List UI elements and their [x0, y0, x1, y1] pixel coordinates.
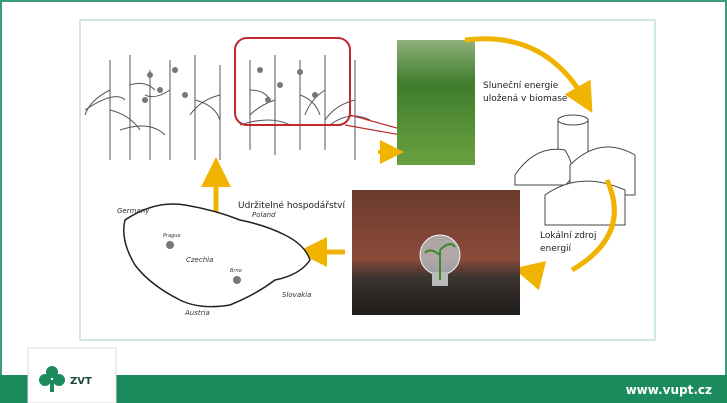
- map-label: Slovakia: [282, 291, 311, 299]
- solar-text: uložená v biomase: [483, 94, 568, 104]
- solar-text: Sluneční energie: [483, 80, 559, 91]
- map-label: Germany: [117, 207, 150, 215]
- local-text: Lokální zdroj: [540, 231, 596, 241]
- map-label: Prague: [163, 233, 181, 239]
- logo-text: ZVT: [70, 376, 92, 387]
- footer-url: www.vupt.cz: [626, 383, 712, 397]
- arrow-head: [528, 272, 540, 275]
- map-label: Austria: [184, 309, 210, 317]
- map-label: Brno: [230, 268, 242, 274]
- city: [233, 276, 241, 284]
- city: [166, 241, 174, 249]
- local-text: energií: [540, 244, 572, 254]
- sustainable-text: Udržitelné hospodářství: [238, 200, 345, 211]
- slide: Sluneční energie uložená v biomase Lokál…: [0, 0, 727, 403]
- biomass-photo: [397, 40, 475, 165]
- map-label: Poland: [252, 211, 276, 219]
- map-label: Czechia: [186, 256, 213, 264]
